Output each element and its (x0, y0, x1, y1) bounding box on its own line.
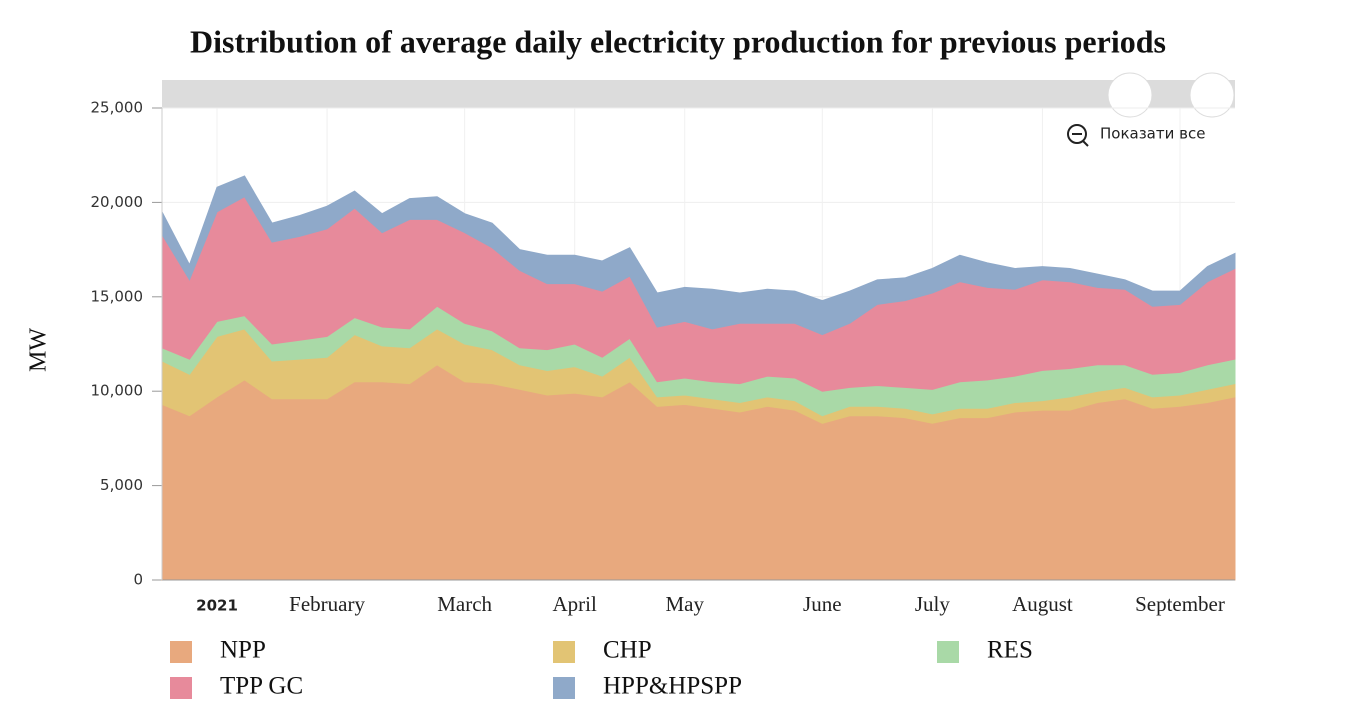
y-tick-label: 0 (133, 571, 143, 589)
x-tick-label: September (1135, 592, 1225, 616)
y-tick-label: 5,000 (100, 476, 143, 494)
reset-zoom-button[interactable]: Показати все (1067, 124, 1205, 147)
legend-swatch (170, 677, 192, 699)
legend-swatch (553, 677, 575, 699)
y-tick-label: 20,000 (91, 193, 144, 211)
chart-title: Distribution of average daily electricit… (190, 23, 1166, 59)
zoom-handle[interactable] (1189, 72, 1235, 118)
zoom-handle[interactable] (1107, 72, 1153, 118)
y-tick-label: 15,000 (91, 287, 144, 305)
legend-label: CHP (603, 637, 652, 664)
x-tick-label: May (665, 592, 704, 616)
x-tick-label: July (915, 592, 951, 616)
navigator-bar (162, 80, 1235, 108)
legend-label: RES (987, 637, 1033, 664)
y-tick-label: 25,000 (91, 99, 144, 117)
legend-label: TPP GC (220, 673, 303, 700)
x-tick-label: April (553, 592, 597, 616)
legend-swatch (553, 641, 575, 663)
legend-label: HPP&HPSPP (603, 673, 742, 700)
zoom-icon (1082, 140, 1089, 147)
legend-swatch (937, 641, 959, 663)
x-tick-label: June (803, 592, 842, 616)
legend-swatch (170, 641, 192, 663)
y-tick-label: 10,000 (91, 382, 144, 400)
reset-zoom-label[interactable]: Показати все (1100, 125, 1205, 143)
x-tick-label: 2021 (196, 597, 238, 615)
area (161, 175, 1236, 336)
y-axis-title: MW (26, 328, 52, 372)
x-tick-label: March (437, 592, 492, 616)
legend-label: NPP (220, 637, 266, 664)
zoom-icon (1067, 124, 1087, 144)
x-tick-label: August (1012, 592, 1073, 616)
x-tick-label: February (289, 592, 365, 616)
